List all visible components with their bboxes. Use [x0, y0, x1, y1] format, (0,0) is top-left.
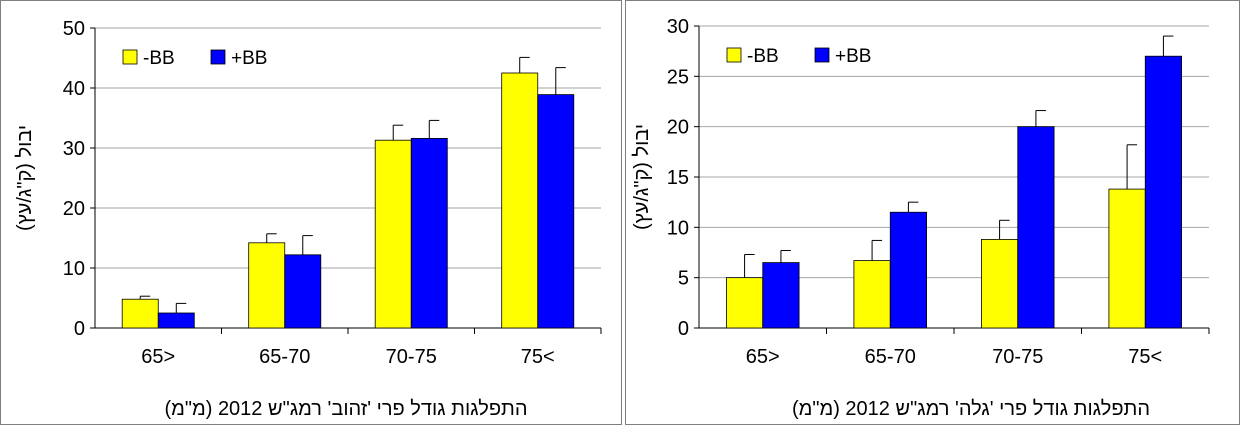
legend-label: +BB [835, 46, 871, 67]
y-tick-label: 20 [63, 198, 85, 220]
bar [981, 239, 1019, 329]
bar [157, 312, 195, 329]
legend-label: -BB [747, 46, 779, 67]
legend-swatch [814, 47, 830, 63]
bar [374, 139, 412, 329]
x-tick-label: 70-75 [992, 346, 1043, 368]
bar [284, 254, 322, 329]
bar [248, 242, 286, 329]
bar [889, 211, 927, 329]
x-tick-label: 65> [746, 346, 780, 368]
bar [501, 72, 539, 329]
y-tick-label: 15 [667, 167, 689, 189]
bar [1108, 188, 1146, 329]
y-axis-title: יבול (ק"ג/עץ) [631, 124, 653, 230]
y-tick-label: 30 [667, 16, 689, 38]
chart-panel-zahav: 0 10 20 30 40 50 65> 65-70 70-75 75< -BB +BB התפלגות… [0, 0, 622, 425]
y-tick-label: 0 [74, 318, 85, 340]
x-tick-label: 75< [1128, 346, 1162, 368]
y-tick-label: 30 [63, 138, 85, 160]
y-tick-label: 10 [667, 217, 689, 239]
y-tick-label: 5 [678, 268, 689, 290]
x-axis-title: התפלגות גודל פרי 'גלה' רמג"ש 2012 (מ"מ) [792, 398, 1150, 420]
bar [1017, 126, 1055, 329]
legend-swatch [210, 49, 226, 65]
legend-label: -BB [143, 48, 175, 69]
y-tick-label: 20 [667, 117, 689, 139]
bar [762, 262, 800, 329]
bar [121, 298, 159, 329]
x-tick-label: 70-75 [386, 346, 437, 368]
x-tick-label: 75< [521, 346, 555, 368]
y-tick-label: 40 [63, 78, 85, 100]
bar-chart-zahav: 0 10 20 30 40 50 65> 65-70 70-75 75< -BB +BB התפלגות… [14, 18, 602, 420]
x-axis-title: התפלגות גודל פרי 'זהוב' רמג"ש 2012 (מ"מ) [164, 398, 527, 420]
x-tick-label: 65-70 [865, 346, 916, 368]
y-tick-label: 0 [678, 318, 689, 340]
y-axis-title: יבול (ק"ג/עץ) [14, 125, 36, 231]
y-tick-label: 50 [63, 18, 85, 40]
bar-chart-gala: 0 5 10 15 20 25 30 65> 65-70 70-75 75< -BB +BB התפלגו… [631, 16, 1210, 420]
y-tick-label: 10 [63, 258, 85, 280]
bar [726, 277, 764, 329]
chart-panel-gala: 0 5 10 15 20 25 30 65> 65-70 70-75 75< -BB +BB התפלגו… [625, 0, 1240, 425]
bar [853, 260, 891, 329]
x-tick-label: 65> [141, 346, 175, 368]
bar [537, 94, 575, 329]
bar [1144, 55, 1182, 329]
legend-label: +BB [231, 48, 267, 69]
y-tick-label: 25 [667, 66, 689, 88]
legend-swatch [122, 49, 138, 65]
bar [410, 137, 448, 329]
legend-swatch [726, 47, 742, 63]
x-tick-label: 65-70 [259, 346, 310, 368]
